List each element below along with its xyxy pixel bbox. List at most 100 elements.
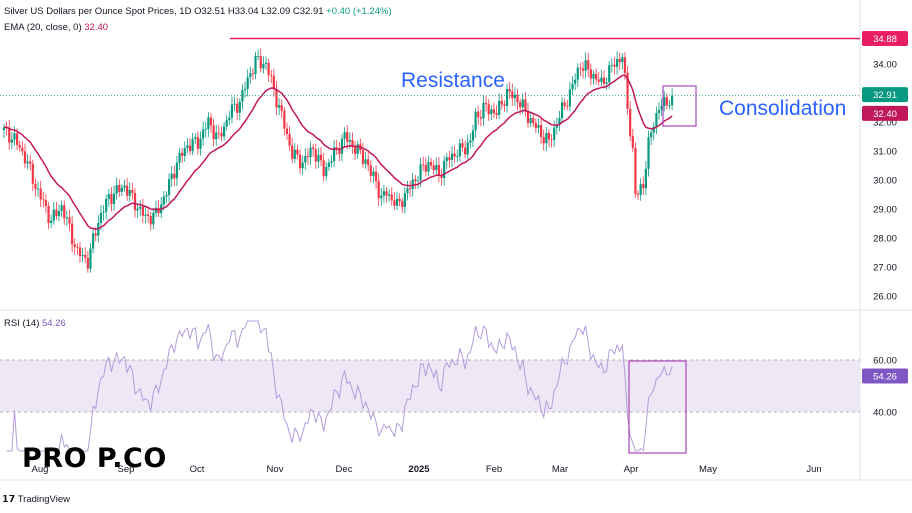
candle-body bbox=[188, 145, 192, 151]
candle-body bbox=[26, 161, 29, 164]
candle-body bbox=[490, 109, 493, 115]
candle-body bbox=[487, 104, 490, 115]
candle-body bbox=[57, 211, 61, 216]
ema-price-badge: 32.40 bbox=[873, 109, 897, 120]
price-legend: Silver US Dollars per Ounce Spot Prices,… bbox=[4, 6, 392, 17]
candle-body bbox=[317, 154, 320, 162]
candle-body bbox=[270, 75, 273, 76]
candle-body bbox=[23, 151, 27, 164]
candle-body bbox=[605, 82, 608, 84]
candle-body bbox=[29, 161, 32, 164]
candle-body bbox=[251, 73, 254, 75]
price-tick-label: 34.00 bbox=[873, 60, 897, 71]
candle-body bbox=[293, 149, 296, 159]
time-tick-label: Jun bbox=[806, 464, 821, 475]
candle-body bbox=[73, 244, 76, 247]
candle-body bbox=[280, 105, 283, 111]
candle-body bbox=[306, 155, 310, 158]
candle-body bbox=[537, 125, 540, 128]
candle-body bbox=[526, 110, 530, 124]
candle-body bbox=[283, 110, 286, 129]
candle-body bbox=[550, 139, 553, 141]
rsi-label: RSI (14) bbox=[4, 318, 40, 329]
candle-body bbox=[204, 129, 207, 130]
candle-body bbox=[112, 193, 116, 204]
candle-body bbox=[595, 73, 598, 80]
rsi-band bbox=[0, 360, 860, 412]
candle-body bbox=[304, 155, 307, 163]
candle-body bbox=[663, 97, 666, 107]
candle-body bbox=[587, 60, 590, 70]
consolidation-annotation: Consolidation bbox=[719, 97, 846, 120]
candle-body bbox=[165, 195, 168, 197]
candle-body bbox=[139, 206, 142, 209]
candle-body bbox=[10, 139, 13, 143]
ohlc-close: C32.91 bbox=[292, 6, 324, 17]
candle-body bbox=[516, 94, 519, 103]
candle-body bbox=[259, 56, 262, 69]
candle-body bbox=[558, 118, 561, 126]
candle-body bbox=[309, 147, 312, 158]
candle-body bbox=[202, 129, 205, 139]
candle-body bbox=[364, 159, 367, 164]
candle-body bbox=[369, 165, 372, 176]
candle-body bbox=[233, 103, 236, 105]
candle-body bbox=[555, 125, 558, 128]
candle-body bbox=[170, 173, 173, 180]
candle-body bbox=[532, 118, 535, 123]
candle-body bbox=[340, 138, 344, 154]
candle-body bbox=[217, 132, 220, 134]
candle-body bbox=[644, 168, 647, 189]
candle-body bbox=[8, 127, 11, 143]
candle-body bbox=[581, 68, 585, 71]
candle-body bbox=[424, 164, 427, 172]
candle-body bbox=[196, 137, 199, 149]
time-tick-label: Mar bbox=[552, 464, 568, 475]
brand-logo-text: PRO P.CO bbox=[22, 443, 167, 474]
candle-body bbox=[319, 154, 323, 161]
candle-body bbox=[47, 206, 50, 224]
candle-body bbox=[608, 65, 611, 83]
candle-body bbox=[623, 57, 627, 73]
candle-body bbox=[393, 200, 396, 206]
ohlc-high: H33.04 bbox=[227, 6, 259, 17]
candle-body bbox=[228, 117, 231, 120]
candle-body bbox=[60, 205, 63, 212]
candle-body bbox=[534, 122, 537, 128]
candle-body bbox=[513, 94, 516, 99]
candle-body bbox=[178, 152, 181, 163]
tradingview-logo-icon: 𝟭𝟳 bbox=[2, 494, 16, 505]
candle-body bbox=[154, 207, 158, 213]
candle-body bbox=[495, 113, 498, 116]
candle-body bbox=[115, 185, 118, 194]
candle-body bbox=[353, 147, 357, 154]
candle-body bbox=[149, 215, 152, 225]
candle-body bbox=[474, 111, 477, 131]
candle-body bbox=[186, 145, 189, 149]
resistance-price-badge-bg bbox=[862, 30, 908, 46]
candle-body bbox=[576, 67, 579, 80]
time-tick-label: May bbox=[699, 464, 717, 475]
candle-body bbox=[563, 102, 566, 106]
candle-body bbox=[312, 147, 315, 150]
candle-body bbox=[42, 199, 45, 201]
candle-body bbox=[466, 142, 469, 155]
price-tick-label: 30.00 bbox=[873, 176, 897, 187]
candle-body bbox=[655, 113, 658, 127]
candle-body bbox=[131, 189, 134, 193]
candle-body bbox=[511, 91, 514, 99]
candle-body bbox=[406, 188, 409, 194]
candle-body bbox=[254, 56, 257, 75]
candle-body bbox=[327, 162, 330, 167]
candle-body bbox=[181, 152, 184, 156]
time-tick-label: Dec bbox=[336, 464, 353, 475]
candle-body bbox=[34, 183, 37, 189]
candle-body bbox=[390, 194, 393, 201]
ema-line bbox=[4, 74, 673, 230]
candle-body bbox=[621, 57, 624, 63]
candle-body bbox=[419, 164, 422, 181]
candle-body bbox=[403, 193, 406, 208]
candle-body bbox=[456, 156, 459, 158]
price-tick-label: 27.00 bbox=[873, 263, 897, 274]
candle-body bbox=[508, 88, 511, 92]
